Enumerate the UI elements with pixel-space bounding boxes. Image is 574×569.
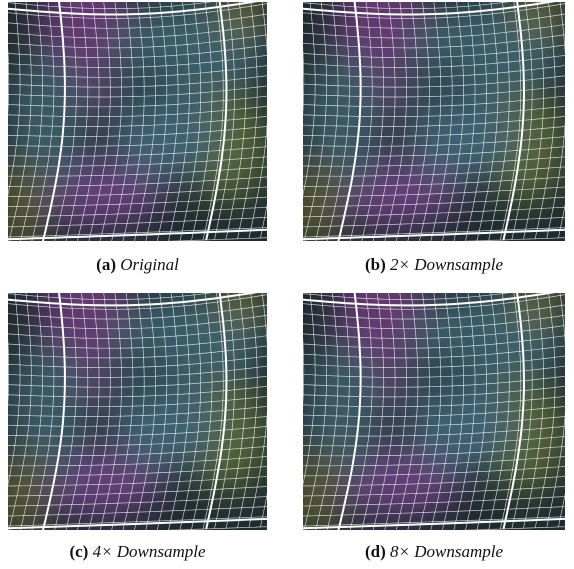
caption: (d) 8× Downsample	[303, 542, 565, 562]
caption-text: Original	[120, 255, 179, 274]
caption: (c) 4× Downsample	[8, 542, 267, 562]
panel-image	[8, 293, 267, 530]
figure: (a) Original (b) 2× Downsample (c) 4× Down…	[0, 0, 574, 569]
panel-image	[8, 2, 267, 241]
caption-label: (b)	[365, 255, 386, 274]
caption-label: (c)	[69, 542, 88, 561]
caption: (a) Original	[8, 255, 267, 275]
caption-text: 2× Downsample	[390, 255, 503, 274]
panel-image	[303, 293, 565, 530]
caption-text: 4× Downsample	[93, 542, 206, 561]
caption-text: 8× Downsample	[390, 542, 503, 561]
panel-image	[303, 2, 565, 241]
caption-label: (a)	[96, 255, 116, 274]
caption-label: (d)	[365, 542, 386, 561]
caption: (b) 2× Downsample	[303, 255, 565, 275]
